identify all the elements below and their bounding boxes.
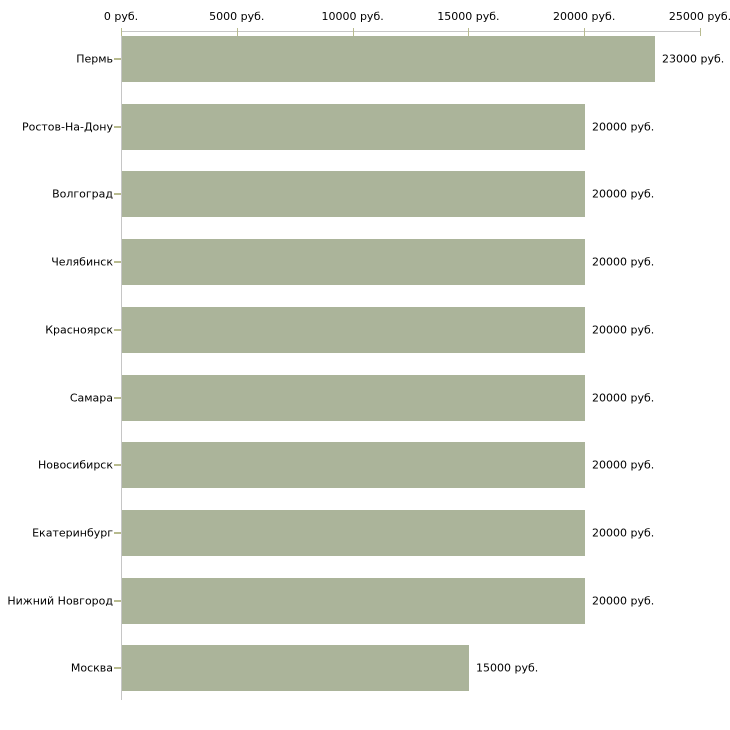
x-tick-mark xyxy=(352,28,354,36)
value-label: 20000 руб. xyxy=(592,391,655,404)
x-axis-line xyxy=(121,31,701,32)
bar-7 xyxy=(122,509,585,556)
x-tick-mark xyxy=(700,28,701,36)
y-tick-mark xyxy=(114,125,121,128)
value-label: 20000 руб. xyxy=(592,323,655,337)
y-tick-mark xyxy=(114,58,121,60)
bar-9 xyxy=(122,645,469,692)
bar-4 xyxy=(122,306,585,353)
category-label: Самара xyxy=(69,391,113,404)
y-axis-line xyxy=(121,31,122,700)
y-tick-mark xyxy=(114,464,121,467)
category-label: Волгоград xyxy=(52,187,113,201)
y-tick-mark xyxy=(114,667,121,670)
x-tick-mark xyxy=(468,28,470,36)
x-tick-mark xyxy=(584,28,586,36)
value-label: 20000 руб. xyxy=(592,594,655,608)
value-label: 20000 руб. xyxy=(592,187,655,201)
y-tick-mark xyxy=(114,261,121,264)
x-tick-label: 25000 руб. xyxy=(668,10,730,23)
x-tick-label: 0 руб. xyxy=(103,10,139,23)
y-tick-mark xyxy=(114,328,121,331)
x-tick-mark xyxy=(121,28,122,36)
value-label: 20000 руб. xyxy=(592,120,655,134)
category-label: Ростов-На-Дону xyxy=(21,120,113,134)
bar-5 xyxy=(122,374,585,421)
value-label: 23000 руб. xyxy=(662,52,725,66)
y-tick-mark xyxy=(114,531,121,534)
bar-2 xyxy=(122,171,585,218)
category-label: Красноярск xyxy=(45,323,113,337)
category-label: Челябинск xyxy=(51,255,113,269)
x-tick-mark xyxy=(236,28,238,36)
y-tick-mark xyxy=(114,396,121,399)
bar-3 xyxy=(122,239,585,286)
bar-1 xyxy=(122,103,585,150)
value-label: 20000 руб. xyxy=(592,458,655,472)
category-label: Нижний Новгород xyxy=(7,594,113,608)
bar-0 xyxy=(122,36,655,82)
y-tick-mark xyxy=(114,599,121,602)
x-tick-label: 15000 руб. xyxy=(437,10,500,23)
value-label: 20000 руб. xyxy=(592,526,655,540)
category-label: Новосибирск xyxy=(37,458,113,472)
x-tick-label: 5000 руб. xyxy=(209,10,265,23)
x-tick-label: 10000 руб. xyxy=(321,10,384,23)
category-label: Москва xyxy=(70,661,113,675)
value-label: 20000 руб. xyxy=(592,255,655,269)
value-label: 15000 руб. xyxy=(476,661,539,675)
category-label: Екатеринбург xyxy=(32,526,113,540)
bar-6 xyxy=(122,442,585,489)
bar-8 xyxy=(122,577,585,624)
category-label: Пермь xyxy=(76,52,113,66)
y-tick-mark xyxy=(114,193,121,196)
x-tick-label: 20000 руб. xyxy=(553,10,616,23)
